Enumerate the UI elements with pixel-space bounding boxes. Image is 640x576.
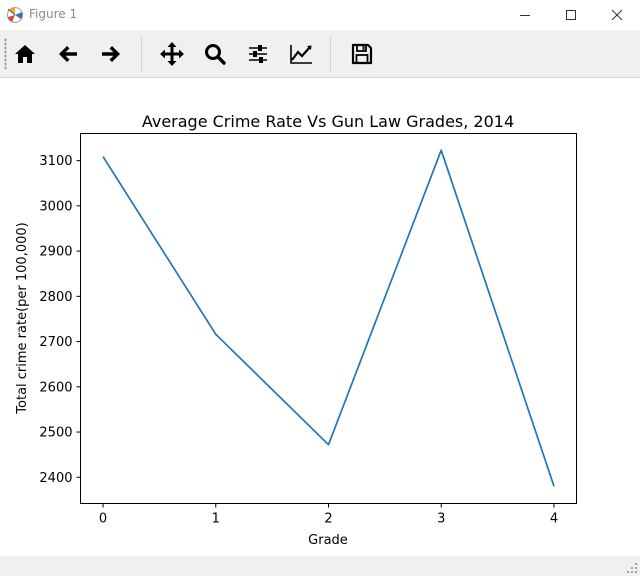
y-tick-label: 2500: [39, 426, 72, 441]
pan-icon: [160, 42, 184, 66]
toolbar-separator: [141, 36, 142, 72]
status-bar: [0, 556, 640, 576]
back-button[interactable]: [53, 38, 83, 70]
y-axis-label: Total crime rate(per 100,000): [15, 222, 30, 414]
x-tick-label: 1: [212, 512, 220, 527]
edit-axis-button[interactable]: [286, 38, 316, 70]
x-tick-label: 0: [99, 512, 107, 527]
pan-button[interactable]: [157, 38, 187, 70]
figure-canvas[interactable]: Average Crime Rate Vs Gun Law Grades, 20…: [0, 78, 640, 556]
maximize-button[interactable]: [548, 0, 594, 30]
y-tick-label: 2400: [39, 471, 72, 486]
window-title: Figure 1: [29, 7, 78, 21]
y-axis: 2400 2500 2600 2700 2800 2900 3000 3100: [39, 154, 81, 486]
x-tick-label: 3: [437, 512, 445, 527]
back-arrow-icon: [59, 46, 77, 62]
home-button[interactable]: [10, 38, 40, 70]
series-line: [102, 149, 555, 487]
maximize-icon: [566, 10, 576, 20]
y-tick-label: 2700: [39, 335, 72, 350]
save-button[interactable]: [347, 38, 377, 70]
zoom-button[interactable]: [200, 38, 230, 70]
matplotlib-app-icon: [7, 7, 23, 23]
y-tick-label: 2600: [39, 380, 72, 395]
save-icon: [351, 43, 373, 65]
axes-frame: [80, 133, 577, 504]
toolbar-grip[interactable]: [4, 38, 7, 70]
y-tick-label: 2900: [39, 245, 72, 260]
edit-axis-icon: [290, 45, 312, 64]
configure-subplots-button[interactable]: [243, 38, 273, 70]
plot-area: [102, 149, 555, 487]
forward-button[interactable]: [96, 38, 126, 70]
zoom-icon: [205, 44, 226, 65]
resize-grip-icon[interactable]: [626, 562, 638, 574]
forward-arrow-icon: [102, 46, 120, 62]
x-tick-label: 4: [550, 512, 558, 527]
x-axis-label: Grade: [308, 533, 348, 548]
home-icon: [15, 45, 35, 63]
x-axis: 0 1 2 3 4: [99, 503, 558, 527]
y-tick-label: 2800: [39, 290, 72, 305]
chart-title: Average Crime Rate Vs Gun Law Grades, 20…: [142, 112, 514, 131]
minimize-icon: [520, 15, 530, 16]
title-bar: Figure 1: [0, 0, 640, 30]
chart[interactable]: Average Crime Rate Vs Gun Law Grades, 20…: [0, 78, 640, 556]
y-tick-label: 3100: [39, 154, 72, 169]
y-tick-label: 3000: [39, 199, 72, 214]
close-button[interactable]: [594, 0, 640, 30]
toolbar-separator: [330, 36, 331, 72]
minimize-button[interactable]: [502, 0, 548, 30]
configure-subplots-icon: [249, 45, 267, 63]
close-icon: [611, 9, 623, 21]
x-tick-label: 2: [324, 512, 332, 527]
navigation-toolbar: [0, 30, 640, 78]
